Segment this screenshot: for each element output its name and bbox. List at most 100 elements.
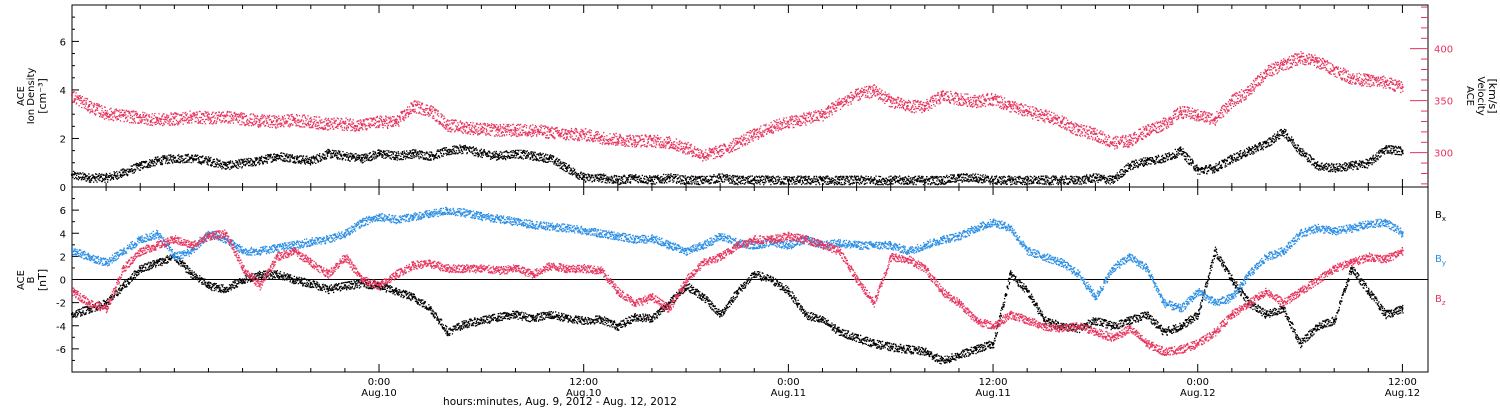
ion-density-point [940,178,943,181]
bz-point [923,266,926,269]
by-point [1128,255,1131,258]
b-field-series [71,206,1404,365]
bx-point [1009,272,1012,275]
bx-point [667,301,670,304]
ion-density-point [531,154,534,157]
b-tick-label: 2 [60,252,66,263]
b-tick-label: -6 [56,345,66,356]
velocity-point [702,153,705,156]
bx-point [395,290,398,293]
ion-density-point [224,164,227,167]
legend-label: B [1435,294,1442,305]
by-point [497,217,500,220]
by-point [309,240,312,243]
bz-point [514,266,517,269]
velocity-point [258,119,261,122]
velocity-point [378,120,381,123]
velocity-point [685,146,688,149]
legend-bx: Bx [1435,210,1446,223]
velocity-point [497,128,500,131]
velocity-point [1213,117,1216,120]
velocity-axis-units: [km/s] [1486,78,1499,113]
time-tick-label: 12:00 [1388,377,1417,388]
velocity-point [292,118,295,121]
velocity-point [923,104,926,107]
bx-point [940,359,943,362]
density-tick-label: 0 [60,183,66,194]
bz-point [1350,261,1353,264]
bx-point [855,336,858,339]
velocity-point [446,123,449,126]
by-point [667,243,670,246]
velocity-point [429,109,432,112]
velocity-point [1077,128,1080,131]
bx-point [514,313,517,316]
ion-density-point [1282,130,1285,133]
bz-point [156,243,159,246]
bz-point [1299,290,1302,293]
bx-point [446,330,449,333]
by-point [1247,272,1250,275]
bz-point [1179,347,1182,350]
ion-density-point [1264,142,1267,145]
velocity-point [241,117,244,120]
velocity-point [360,123,363,126]
bx-point [975,347,977,350]
velocity-point [1316,60,1319,63]
b-tick-label: 4 [60,229,66,240]
time-tick-label: 0:00 [1187,377,1209,388]
ion-density-point [241,161,244,164]
bz-point [105,307,108,310]
bx-point [736,290,739,293]
bx-point [753,272,756,275]
ion-density-point [923,178,926,181]
ion-density-point [906,178,909,181]
velocity-point [855,93,858,96]
density-axis-label-line1: ACE [16,86,27,106]
bz-point [480,266,483,269]
bx-point [1401,307,1404,310]
density-tick-label: 4 [60,86,66,97]
velocity-point [787,120,790,123]
bx-point [599,317,602,320]
ion-density-point [548,156,551,159]
ion-density-point [1179,149,1182,152]
density-axis-units: [cm⁻³] [36,78,49,114]
bz-point [360,278,363,281]
bz-point [446,266,449,269]
bz-point [1145,342,1148,345]
by-point [292,243,295,246]
legend-label: B [1435,210,1442,221]
velocity-point [480,127,483,130]
bx-point [838,330,841,333]
legend-label: B [1435,254,1442,265]
density-tick-label: 6 [60,37,66,48]
by-point [139,238,142,241]
plasma-panel: 0 2 4 6 300 350 400 ACE Ion Density [cm⁻³] AC… [16,4,1499,194]
velocity-point [190,115,193,118]
velocity-point [326,122,329,125]
bz-point [207,234,210,237]
b-field-axis: -6 -4 -2 0 2 4 6 [56,198,1428,361]
bx-point [1264,313,1267,316]
velocity-point [1060,120,1063,123]
b-tick-label: 0 [60,276,66,287]
bx-point [702,295,705,298]
time-tick-label: 12:00 [979,377,1008,388]
velocity-axis-label-line2: Velocity [1475,76,1486,115]
bx-point [1230,278,1233,281]
ion-density-point [88,176,91,179]
bx-point [71,313,73,316]
b-tick-label: -2 [56,299,66,310]
time-tick-label: 12:00 [569,377,598,388]
b-axis-label-line1: ACE [16,270,27,290]
density-axis: 0 2 4 6 [60,16,79,194]
by-point [378,214,381,217]
bz-point [667,307,670,310]
by-point [838,241,841,244]
bx-point [497,315,500,318]
velocity-point [463,125,466,128]
